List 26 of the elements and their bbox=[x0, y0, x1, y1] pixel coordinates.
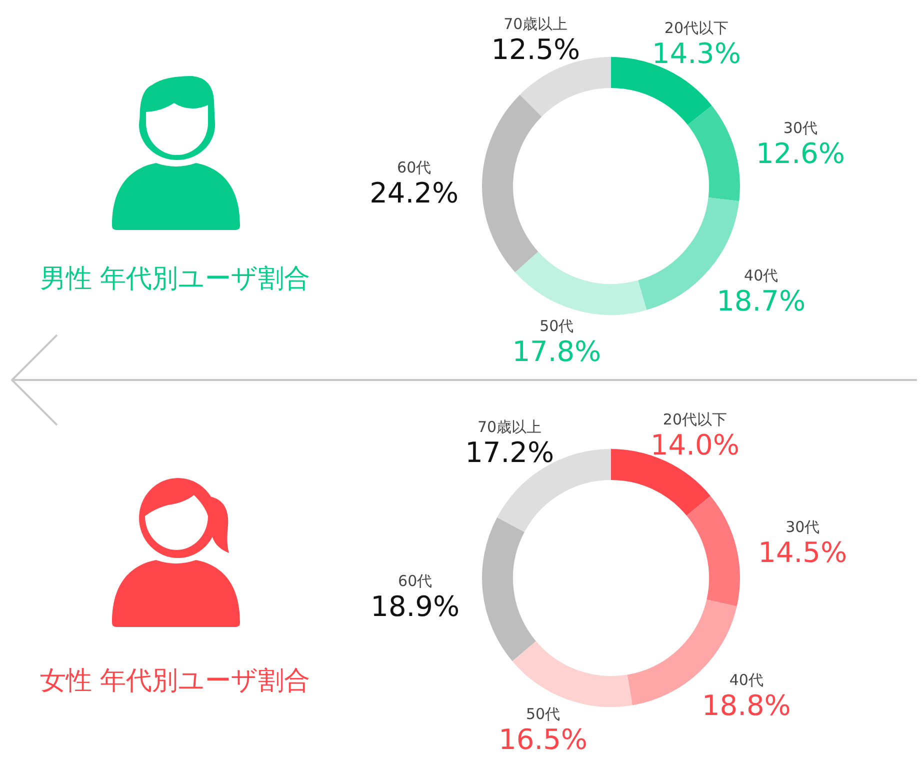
slice-label: 70歳以上 bbox=[504, 15, 568, 34]
slice-label: 20代以下 bbox=[662, 410, 728, 428]
slice-label: 40代 bbox=[729, 671, 764, 690]
slice-label: 60代 bbox=[398, 572, 432, 590]
data-label: 12.5% bbox=[491, 33, 580, 66]
slice-label: 50代 bbox=[526, 705, 560, 724]
text: 男性 年代別ユーザ割合 bbox=[38, 263, 312, 295]
data-label: 16.5% bbox=[498, 723, 588, 756]
data-label: 24.2% bbox=[370, 176, 459, 210]
slice-label: 40代 bbox=[744, 266, 778, 285]
data-label: 17.2% bbox=[465, 436, 554, 469]
data-label: 18.8% bbox=[702, 689, 791, 722]
data-label: 17.8% bbox=[512, 334, 602, 368]
slice-label: 60代 bbox=[397, 158, 432, 177]
slice-label: 50代 bbox=[540, 316, 574, 335]
data-label: 14.5% bbox=[758, 536, 848, 569]
data-label: 14.3% bbox=[652, 36, 741, 70]
data-label: 14.0% bbox=[650, 428, 740, 462]
data-label: 18.7% bbox=[716, 284, 806, 318]
slice-label: 70歳以上 bbox=[478, 418, 542, 436]
text: 女性 年代別ユーザ割合 bbox=[38, 665, 312, 697]
data-label: 12.6% bbox=[756, 137, 845, 170]
slice-label: 30代 bbox=[786, 518, 820, 536]
slice-label: 20代以下 bbox=[664, 18, 729, 37]
data-label: 18.9% bbox=[370, 590, 460, 623]
slice-label: 30代 bbox=[783, 119, 818, 138]
